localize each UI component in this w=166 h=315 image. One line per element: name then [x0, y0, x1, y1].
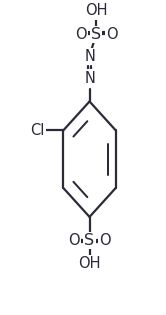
- Text: S: S: [91, 27, 101, 42]
- Text: S: S: [84, 233, 95, 248]
- Text: N: N: [85, 49, 96, 64]
- Text: O: O: [99, 233, 111, 248]
- Text: OH: OH: [85, 3, 107, 19]
- Text: OH: OH: [78, 256, 101, 271]
- Text: O: O: [75, 27, 86, 42]
- Text: N: N: [85, 71, 96, 86]
- Text: Cl: Cl: [30, 123, 45, 138]
- Text: O: O: [106, 27, 117, 42]
- Text: O: O: [68, 233, 80, 248]
